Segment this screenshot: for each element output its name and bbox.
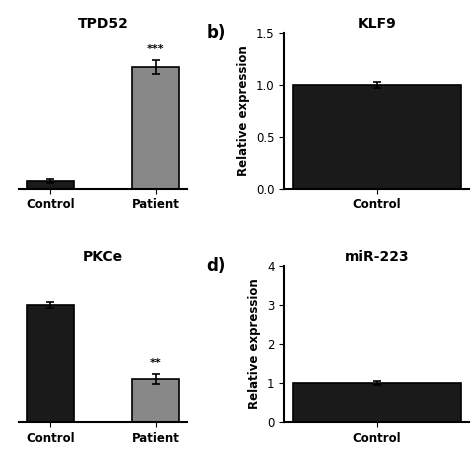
- Y-axis label: Relative expression: Relative expression: [248, 279, 262, 410]
- Bar: [132, 67, 180, 189]
- Title: miR-223: miR-223: [345, 250, 409, 264]
- Bar: [27, 181, 74, 189]
- Title: PKCe: PKCe: [83, 250, 123, 264]
- Text: **: **: [150, 358, 162, 368]
- Title: TPD52: TPD52: [78, 17, 128, 31]
- Bar: [132, 379, 180, 422]
- Title: KLF9: KLF9: [357, 17, 396, 31]
- Bar: [292, 85, 461, 189]
- Text: b): b): [207, 24, 226, 42]
- Bar: [27, 305, 74, 422]
- Y-axis label: Relative expression: Relative expression: [237, 46, 250, 176]
- Bar: [292, 383, 461, 422]
- Text: d): d): [207, 257, 226, 275]
- Text: ***: ***: [147, 44, 164, 54]
